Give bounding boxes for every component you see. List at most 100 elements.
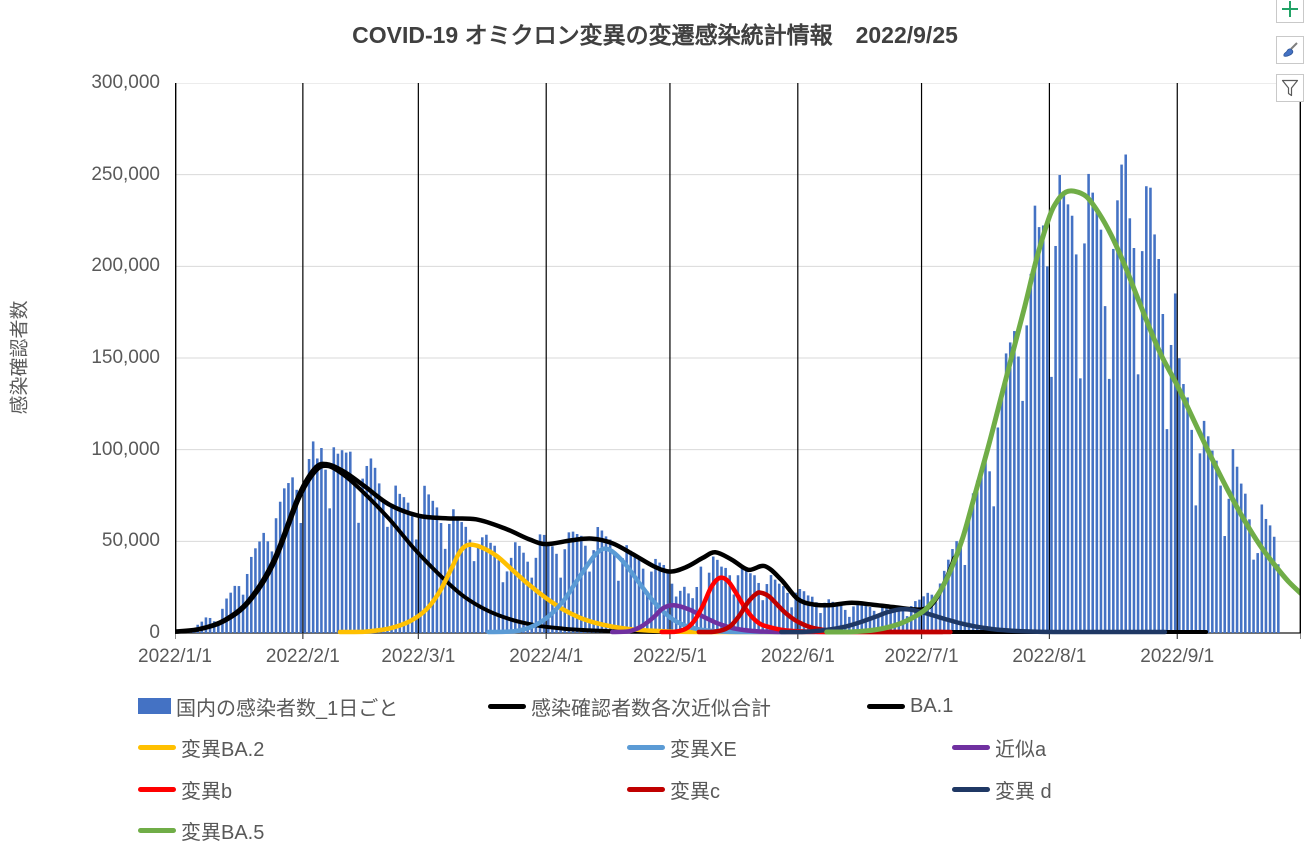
daily-cases-bar[interactable] [526, 561, 529, 633]
daily-cases-bar[interactable] [452, 509, 455, 633]
daily-cases-bar[interactable] [270, 551, 274, 633]
daily-cases-bar[interactable] [1260, 504, 1264, 633]
series-line[interactable] [824, 188, 1301, 635]
daily-cases-bar[interactable] [588, 571, 591, 633]
daily-cases-bar[interactable] [1173, 293, 1177, 633]
daily-cases-bar[interactable] [1277, 564, 1280, 633]
daily-cases-bar[interactable] [604, 536, 608, 633]
daily-cases-bar[interactable] [402, 497, 406, 633]
daily-cases-bar[interactable] [1120, 164, 1123, 633]
daily-cases-bar[interactable] [365, 465, 369, 633]
daily-cases-bar[interactable] [876, 617, 880, 633]
daily-cases-bar[interactable] [625, 545, 628, 633]
daily-cases-bar[interactable] [1169, 344, 1173, 633]
daily-cases-bar[interactable] [1029, 273, 1033, 633]
daily-cases-bar[interactable] [1272, 536, 1276, 633]
daily-cases-bar[interactable] [951, 549, 954, 633]
daily-cases-bar[interactable] [406, 502, 410, 633]
daily-cases-bar[interactable] [716, 559, 719, 633]
daily-cases-bar[interactable] [518, 545, 521, 633]
daily-cases-bar[interactable] [217, 621, 220, 633]
daily-cases-bar[interactable] [612, 551, 616, 633]
daily-cases-bar[interactable] [629, 550, 633, 633]
daily-cases-bar[interactable] [1046, 266, 1049, 633]
daily-cases-bar[interactable] [382, 501, 385, 633]
daily-cases-bar[interactable] [592, 550, 595, 633]
daily-cases-bar[interactable] [1252, 559, 1255, 633]
daily-cases-bar[interactable] [1248, 519, 1251, 633]
legend-item[interactable]: 変異XE [627, 729, 737, 765]
daily-cases-bar[interactable] [1182, 384, 1185, 633]
daily-cases-bar[interactable] [666, 572, 670, 633]
daily-cases-bar[interactable] [641, 568, 645, 633]
daily-cases-bar[interactable] [509, 557, 513, 633]
series-line[interactable] [175, 461, 957, 634]
daily-cases-bar[interactable] [542, 534, 546, 633]
daily-cases-bar[interactable] [1050, 376, 1053, 633]
daily-cases-bar[interactable] [476, 545, 480, 633]
daily-cases-bar[interactable] [893, 606, 897, 633]
daily-cases-bar[interactable] [460, 522, 463, 633]
daily-cases-bar[interactable] [1235, 466, 1239, 633]
daily-cases-bar[interactable] [1239, 483, 1243, 633]
daily-cases-bar[interactable] [645, 591, 649, 633]
daily-cases-bar[interactable] [497, 560, 501, 633]
daily-cases-bar[interactable] [942, 570, 946, 633]
daily-cases-bar[interactable] [897, 606, 901, 633]
daily-cases-bar[interactable] [472, 561, 476, 633]
daily-cases-bar[interactable] [584, 545, 587, 633]
daily-cases-bar[interactable] [617, 580, 620, 633]
daily-cases-bar[interactable] [361, 478, 364, 633]
daily-cases-bar[interactable] [831, 601, 835, 633]
legend-item[interactable]: 変異b [138, 771, 232, 807]
daily-cases-bar[interactable] [1186, 397, 1189, 633]
daily-cases-bar[interactable] [567, 532, 571, 633]
legend-item[interactable]: 近似a [952, 729, 1046, 765]
daily-cases-bar[interactable] [1136, 374, 1140, 633]
daily-cases-bar[interactable] [724, 567, 727, 633]
daily-cases-bar[interactable] [1074, 254, 1078, 634]
daily-cases-bar[interactable] [711, 556, 715, 633]
daily-cases-bar[interactable] [662, 564, 666, 633]
daily-cases-bar[interactable] [369, 458, 373, 633]
daily-cases-bar[interactable] [377, 483, 381, 633]
daily-cases-bar[interactable] [736, 575, 740, 633]
legend-item[interactable]: 変異c [627, 771, 720, 807]
daily-cases-bar[interactable] [988, 471, 991, 633]
daily-cases-bar[interactable] [1206, 436, 1210, 633]
daily-cases-bar[interactable] [971, 493, 975, 633]
daily-cases-bar[interactable] [278, 501, 282, 633]
daily-cases-bar[interactable] [1194, 505, 1198, 633]
daily-cases-bar[interactable] [468, 539, 472, 633]
daily-cases-bar[interactable] [1066, 204, 1070, 633]
daily-cases-bar[interactable] [699, 566, 703, 633]
daily-cases-bar[interactable] [344, 452, 348, 633]
daily-cases-bar[interactable] [1054, 245, 1057, 634]
legend-item[interactable]: 変異BA.2 [138, 729, 264, 765]
daily-cases-bar[interactable] [505, 571, 509, 633]
daily-cases-bar[interactable] [1268, 525, 1272, 633]
daily-cases-bar[interactable] [695, 586, 699, 633]
daily-cases-bar[interactable] [398, 493, 402, 633]
daily-cases-bar[interactable] [1211, 450, 1214, 633]
daily-cases-bar[interactable] [303, 483, 307, 633]
daily-cases-bar[interactable] [621, 558, 624, 633]
daily-cases-bar[interactable] [291, 477, 294, 633]
daily-cases-bar[interactable] [794, 592, 798, 633]
daily-cases-bar[interactable] [992, 506, 995, 633]
daily-cases-bar[interactable] [493, 545, 496, 633]
daily-cases-bar[interactable] [349, 451, 352, 633]
daily-cases-bar[interactable] [1198, 453, 1202, 633]
daily-cases-bar[interactable] [872, 610, 876, 633]
daily-cases-bar[interactable] [1021, 400, 1024, 633]
daily-cases-bar[interactable] [394, 485, 397, 633]
daily-cases-bar[interactable] [538, 534, 542, 633]
daily-cases-bar[interactable] [571, 531, 575, 633]
daily-cases-bar[interactable] [229, 592, 232, 633]
daily-cases-bar[interactable] [415, 539, 418, 634]
daily-cases-bar[interactable] [332, 447, 336, 633]
daily-cases-bar[interactable] [819, 613, 822, 633]
daily-cases-bar[interactable] [456, 516, 459, 633]
daily-cases-bar[interactable] [1149, 187, 1152, 633]
daily-cases-bar[interactable] [464, 526, 468, 633]
